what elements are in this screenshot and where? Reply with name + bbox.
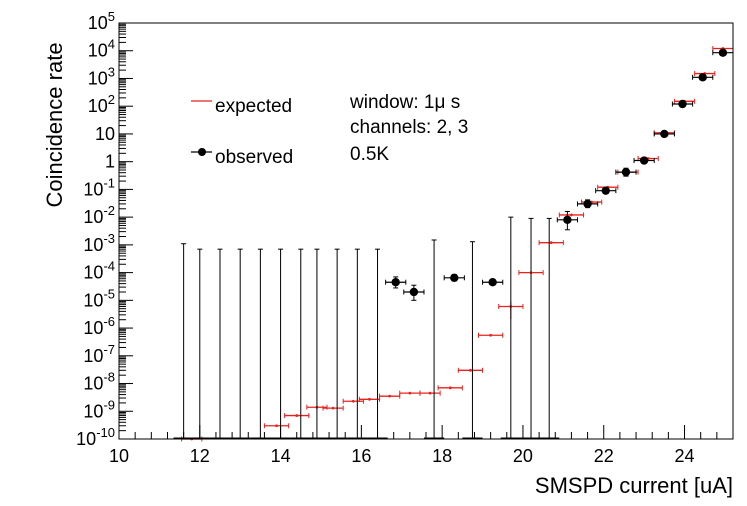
observed-point <box>712 48 734 57</box>
y-axis-title: Coincidence rate <box>42 42 67 207</box>
expected-point <box>322 405 344 411</box>
observed-marker <box>391 278 400 287</box>
expected-point <box>419 390 441 396</box>
expected-point <box>538 240 564 246</box>
y-tick-label: 105 <box>88 9 115 33</box>
annotation-block: window: 1μ s channels: 2, 3 0.5K <box>349 92 468 165</box>
expected-marker <box>570 213 573 217</box>
annotation-channels: channels: 2, 3 <box>350 117 468 138</box>
legend-observed-label: observed <box>215 147 293 168</box>
expected-point <box>437 385 463 391</box>
observed-marker <box>409 287 419 297</box>
expected-marker <box>351 399 355 403</box>
observed-point <box>576 199 599 209</box>
observed-marker <box>563 215 572 225</box>
x-tick-label: 18 <box>432 446 452 466</box>
x-tick-label: 22 <box>594 446 614 466</box>
expected-point <box>263 423 290 429</box>
observed-marker <box>621 167 631 177</box>
expected-marker <box>368 397 371 401</box>
observed-marker <box>718 48 728 57</box>
x-tick-label: 16 <box>351 446 371 466</box>
expected-point <box>457 367 484 373</box>
observed-point <box>250 248 271 439</box>
observed-point <box>633 156 655 165</box>
y-tick-label: 10-7 <box>83 342 115 366</box>
x-tick-label: 20 <box>513 446 533 466</box>
expected-marker <box>549 241 553 245</box>
observed-point <box>327 248 348 439</box>
observed-point <box>539 217 560 439</box>
observed-point <box>595 186 617 195</box>
y-tick-label: 10-9 <box>83 397 115 421</box>
expected-marker <box>295 414 299 417</box>
observed-point <box>306 248 328 439</box>
observed-point <box>520 217 542 439</box>
observed-marker <box>488 278 497 287</box>
observed-point <box>615 167 637 177</box>
x-axis-title: SMSPD current [uA] <box>535 473 733 498</box>
y-tick-label: 104 <box>88 37 115 61</box>
observed-point <box>556 210 578 231</box>
y-tick-label: 10-3 <box>83 231 115 255</box>
expected-marker <box>408 391 412 395</box>
expected-marker <box>275 424 278 428</box>
legend-observed-marker <box>198 148 206 156</box>
observed-point <box>500 216 521 439</box>
observed-marker <box>678 99 687 109</box>
observed-marker <box>583 199 592 209</box>
expected-point <box>284 413 310 419</box>
observed-point <box>443 273 465 282</box>
observed-point <box>385 276 407 289</box>
y-tick-label: 10-1 <box>83 175 115 199</box>
observed-point <box>347 248 368 439</box>
expected-marker <box>331 406 335 410</box>
observed-point <box>403 284 425 301</box>
observed-point <box>671 99 694 109</box>
y-tick-label: 10-8 <box>83 370 115 394</box>
x-tick-label: 12 <box>190 446 210 466</box>
observed-point <box>653 129 675 139</box>
observed-point <box>230 248 251 439</box>
y-tick-label: 10-4 <box>83 259 115 283</box>
expected-marker <box>428 391 432 395</box>
expected-marker <box>448 386 452 390</box>
expected-point <box>478 332 504 338</box>
expected-point <box>558 212 585 218</box>
annotation-window: window: 1μ s <box>349 92 460 113</box>
x-tick-label: 24 <box>675 446 695 466</box>
axes-layer: 10 12 14 16 18 20 22 24 10-10 10-9 10-8 10-7 10-6 10-… <box>76 9 734 466</box>
observed-marker <box>698 73 707 82</box>
legend-expected-label: expected <box>215 96 292 117</box>
observed-point <box>209 248 231 439</box>
y-tick-label: 10-6 <box>83 314 115 338</box>
expected-marker <box>388 394 392 398</box>
expected-marker <box>489 333 493 337</box>
observed-point <box>482 278 504 287</box>
annotation-temperature: 0.5K <box>350 144 389 165</box>
y-tick-label: 10-2 <box>83 203 115 227</box>
observed-marker <box>450 273 459 282</box>
x-tick-label: 14 <box>271 446 291 466</box>
observed-point <box>423 239 445 439</box>
expected-marker <box>469 368 472 372</box>
y-tick-label: 10-5 <box>83 286 115 310</box>
observed-point <box>692 73 714 82</box>
observed-marker <box>660 129 669 139</box>
x-tick-label: 10 <box>109 446 129 466</box>
observed-marker <box>601 186 610 195</box>
observed-marker <box>639 156 649 165</box>
y-tick-label: 102 <box>88 92 115 116</box>
y-tick-label: 103 <box>88 64 115 88</box>
y-tick-label: 10-10 <box>76 425 115 449</box>
y-tick-label: 1 <box>105 152 115 172</box>
y-tick-label: 10 <box>95 124 115 144</box>
legend: expected observed <box>191 96 293 168</box>
observed-point <box>462 241 483 439</box>
